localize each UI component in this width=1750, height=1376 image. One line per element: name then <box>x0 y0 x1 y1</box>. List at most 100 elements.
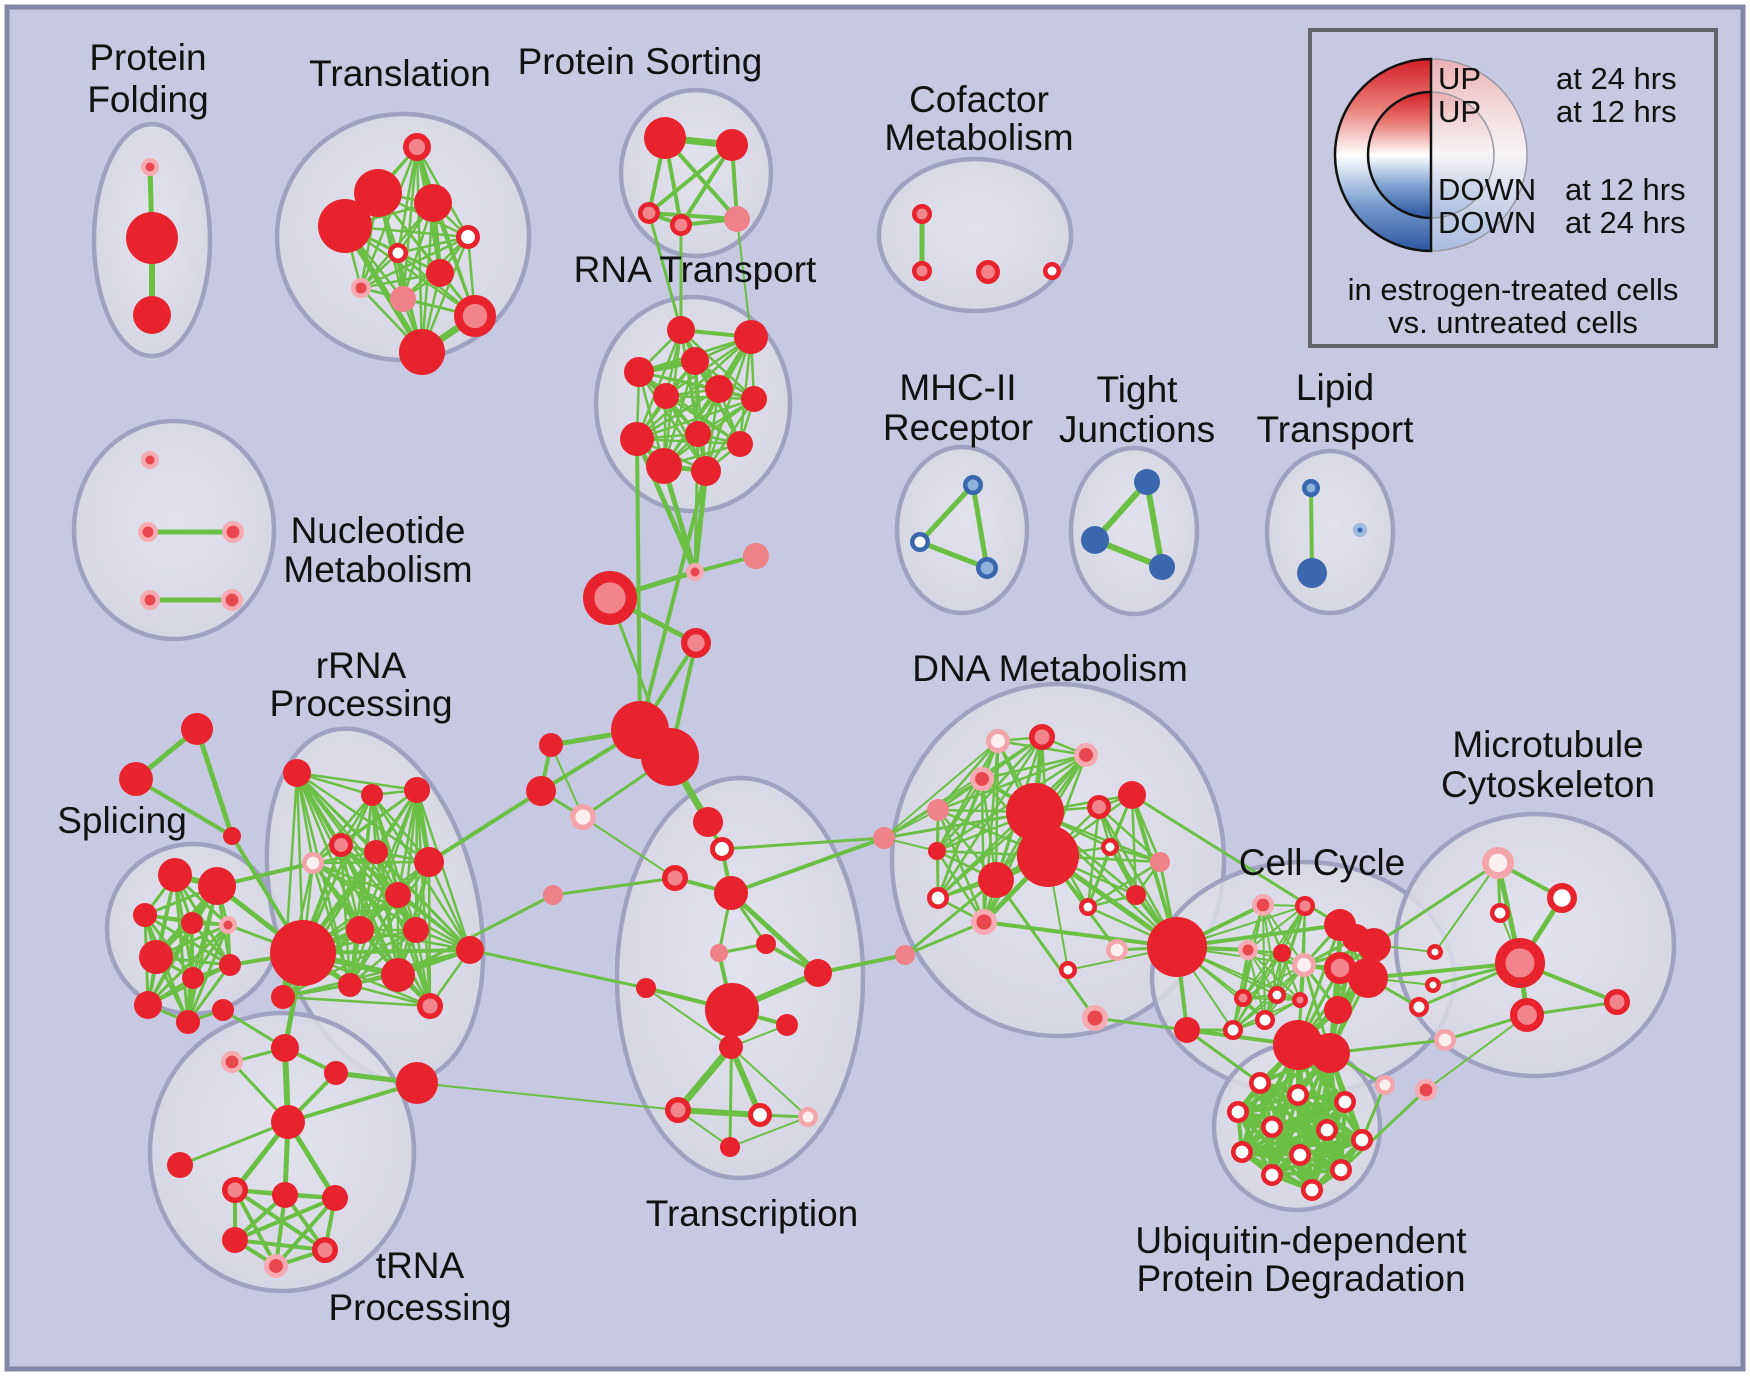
cluster-label-tight-junctions: Tight Junctions <box>1059 369 1215 450</box>
node-ub4 <box>1227 1101 1250 1124</box>
edge <box>178 1120 290 1167</box>
node-rt6 <box>653 383 679 409</box>
edge <box>903 920 986 957</box>
legend-time-3: at 24 hrs <box>1565 205 1686 240</box>
node-cc18 <box>1310 1033 1350 1073</box>
node-nm5 <box>220 588 243 611</box>
cluster-label-cell-cycle: Cell Cycle <box>1239 842 1406 883</box>
cluster-label-line: Cofactor <box>909 79 1049 120</box>
node-dm13 <box>1087 795 1112 820</box>
edge <box>917 539 990 571</box>
node-ps1 <box>644 117 686 159</box>
cluster-label-line: Junctions <box>1059 409 1215 450</box>
cluster-label-microtubule-cytoskeleton: Microtubule Cytoskeleton <box>1441 724 1655 805</box>
edge <box>286 1081 419 1124</box>
node-ch3 <box>582 570 637 625</box>
edge <box>396 893 555 977</box>
mesh-edge <box>647 143 734 215</box>
node-cc22 <box>1409 997 1429 1017</box>
edge <box>427 789 543 864</box>
cluster-label-line: Metabolism <box>283 549 472 590</box>
node-cc20 <box>1427 944 1443 960</box>
node-tr7 <box>426 259 454 287</box>
node-ub8 <box>1231 1141 1254 1164</box>
cluster-label-line: Protein <box>89 37 206 78</box>
node-dm15 <box>1150 852 1170 872</box>
mesh-edge <box>704 335 753 473</box>
node-tx10 <box>705 983 759 1037</box>
node-dm8 <box>928 842 946 860</box>
node-tr6 <box>388 243 408 263</box>
legend-term-2: DOWN <box>1438 172 1536 207</box>
node-ps5 <box>724 206 750 232</box>
edge <box>994 878 1097 1020</box>
node-l3 <box>1353 523 1367 537</box>
node-mc1 <box>1481 846 1514 879</box>
mesh-edge <box>1247 905 1306 951</box>
node-br2 <box>526 776 556 806</box>
cluster-label-line: Protein Sorting <box>518 41 763 82</box>
node-t2 <box>1081 526 1109 554</box>
node-tr5 <box>455 225 480 250</box>
cluster-label-line: Ubiquitin-dependent <box>1135 1220 1467 1261</box>
node-rr10 <box>346 916 374 944</box>
mesh-edge <box>935 735 1044 853</box>
node-fr1 <box>181 713 213 745</box>
edge <box>728 890 821 976</box>
cluster-label-cofactor-metabolism: Cofactor Metabolism <box>884 79 1073 158</box>
node-cf3 <box>976 259 1001 284</box>
edge <box>582 816 676 879</box>
node-pf1 <box>141 158 159 176</box>
mesh-edge <box>1086 860 1162 909</box>
mesh-edge <box>396 145 419 255</box>
edge <box>551 876 677 897</box>
edge <box>730 1046 809 1118</box>
cluster-label-line: Microtubule <box>1452 724 1643 765</box>
node-tx14 <box>748 1103 773 1128</box>
node-tr4 <box>318 199 372 253</box>
node-br3 <box>569 803 596 830</box>
mesh-edge <box>348 983 432 1008</box>
node-ps4 <box>669 213 692 236</box>
edge <box>468 948 648 990</box>
node-ub2 <box>1287 1084 1310 1107</box>
cluster-label-line: tRNA <box>376 1245 465 1286</box>
mesh-edge <box>679 328 756 401</box>
mesh-edge <box>415 788 472 952</box>
node-mc6 <box>1603 988 1630 1015</box>
node-tr8 <box>351 278 371 298</box>
edge <box>674 1043 735 1114</box>
mesh-edge <box>664 394 742 446</box>
edge <box>635 437 642 732</box>
node-tn6 <box>222 1227 248 1253</box>
node-sp4 <box>181 912 203 934</box>
node-tx9 <box>804 959 832 987</box>
node-ch1 <box>686 563 704 581</box>
cluster-label-line: rRNA <box>316 645 407 686</box>
node-dm12 <box>1118 781 1146 809</box>
node-pf3 <box>133 296 171 334</box>
edge <box>883 740 999 839</box>
edge <box>729 1116 809 1148</box>
node-ps2 <box>716 129 748 161</box>
node-rt5 <box>705 375 733 403</box>
mesh-edge <box>936 753 1088 812</box>
node-cc4 <box>1273 944 1291 962</box>
cluster-ellipse-mhc-ii-receptor <box>894 444 1030 616</box>
node-bh1 <box>1147 917 1207 977</box>
edge <box>194 726 235 839</box>
node-sp7 <box>182 967 204 989</box>
edge <box>1372 861 1500 947</box>
cluster-label-line: Cytoskeleton <box>1441 764 1655 805</box>
node-ch2 <box>743 543 769 569</box>
legend-time-0: at 24 hrs <box>1556 61 1677 96</box>
node-rt10 <box>727 431 753 457</box>
cluster-label-line: Cell Cycle <box>1239 842 1406 883</box>
node-tn5 <box>322 1185 348 1211</box>
node-rt1 <box>667 316 695 344</box>
cluster-label-lipid-transport: Lipid Transport <box>1257 367 1415 450</box>
mesh-edge <box>1270 1168 1343 1177</box>
mesh-edge <box>635 335 753 441</box>
node-m3 <box>975 556 998 579</box>
